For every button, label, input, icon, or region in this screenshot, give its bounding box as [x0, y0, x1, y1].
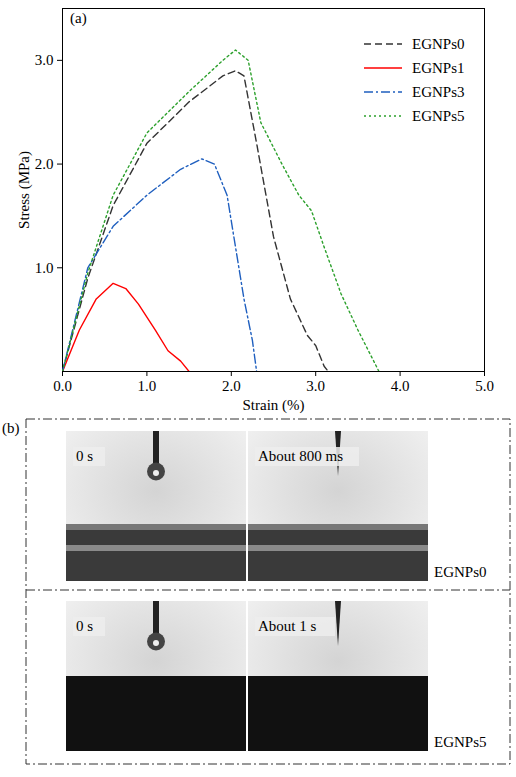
svg-text:0.0: 0.0 — [53, 378, 72, 394]
svg-text:About 1 s: About 1 s — [258, 618, 317, 634]
html-text:EGNPs1: EGNPs1 — [412, 59, 465, 76]
svg-text:4.0: 4.0 — [391, 378, 410, 394]
svg-text:Stress (MPa): Stress (MPa) — [16, 151, 33, 229]
svg-text:(b): (b) — [2, 420, 20, 437]
svg-text:2.0: 2.0 — [35, 156, 54, 172]
svg-text:5.0: 5.0 — [475, 378, 494, 394]
html-text:EGNPs3: EGNPs3 — [412, 83, 465, 100]
svg-text:0 s: 0 s — [76, 618, 93, 634]
svg-text:2.0: 2.0 — [222, 378, 241, 394]
svg-text:Strain (%): Strain (%) — [242, 397, 304, 414]
html-text:(a): (a) — [70, 10, 87, 26]
svg-text:3.0: 3.0 — [35, 52, 54, 68]
svg-text:EGNPs5: EGNPs5 — [434, 734, 487, 750]
svg-text:1.0: 1.0 — [35, 260, 54, 276]
html-text:EGNPs0: EGNPs0 — [412, 35, 465, 52]
svg-text:0 s: 0 s — [76, 448, 93, 464]
svg-text:1.0: 1.0 — [138, 378, 157, 394]
svg-text:3.0: 3.0 — [306, 378, 325, 394]
svg-text:EGNPs0: EGNPs0 — [434, 564, 487, 580]
svg-text:About 800 ms: About 800 ms — [258, 448, 343, 464]
html-text:EGNPs5: EGNPs5 — [412, 107, 465, 124]
